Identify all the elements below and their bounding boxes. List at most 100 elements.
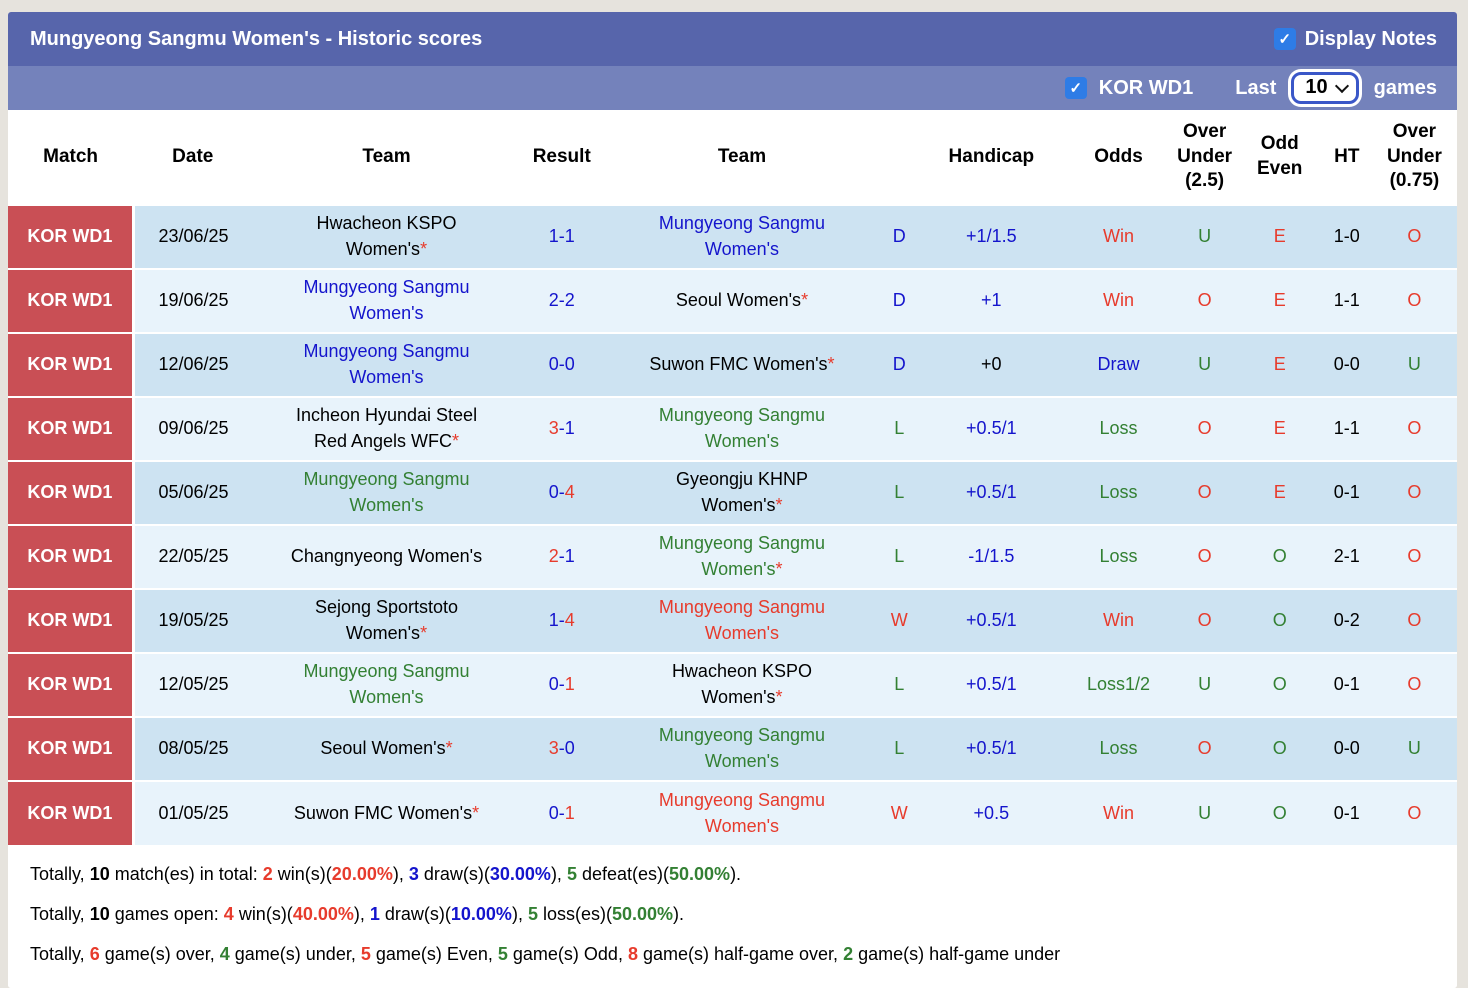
result-letter-cell: W	[881, 588, 918, 653]
summary-segment: 50.00%	[669, 864, 731, 884]
result-cell: 2-2	[520, 268, 603, 333]
home-team-name[interactable]: Mungyeong Sangmu Women's	[303, 341, 470, 387]
away-team-name[interactable]: Mungyeong Sangmu Women's*	[658, 533, 826, 579]
match-cell: KOR WD1	[8, 652, 135, 717]
home-team-star: *	[801, 290, 809, 311]
handicap-cell: +0.5/1	[917, 588, 1066, 653]
ht-cell: 0-1	[1321, 780, 1372, 845]
ht-cell: 1-1	[1321, 268, 1372, 333]
table-body: KOR WD1 23/06/25 Hwacheon KSPO Women's* 1-1…	[8, 204, 1457, 845]
odd-even-cell: O	[1237, 588, 1322, 653]
home-team-star: *	[445, 738, 453, 759]
display-notes-toggle[interactable]: ✓ Display Notes	[1273, 28, 1457, 51]
over-under-075-cell: O	[1371, 524, 1457, 589]
summary-line-1: Totally, 10 match(es) in total: 2 win(s)…	[30, 854, 1447, 894]
odd-even-cell: E	[1237, 460, 1322, 525]
table-row: KOR WD1 12/06/25 Mungyeong Sangmu Women's 0…	[8, 332, 1457, 397]
away-team-cell: Seoul Women's*	[602, 268, 882, 333]
result-letter-cell: L	[881, 396, 918, 461]
league-filter-checkbox[interactable]: ✓	[1064, 77, 1087, 99]
summary-segment: defeat(es)(	[576, 864, 669, 884]
away-team-name[interactable]: Mungyeong Sangmu Women's	[658, 405, 826, 451]
summary-segment: 3	[408, 864, 419, 884]
date-cell: 08/05/25	[133, 716, 253, 781]
home-team-cell: Seoul Women's*	[252, 716, 521, 781]
summary-segment: game(s) half-game under	[853, 944, 1061, 964]
summary-segment: game(s) Odd,	[507, 944, 628, 964]
home-team-cell: Hwacheon KSPO Women's*	[252, 204, 521, 269]
date-cell: 12/05/25	[133, 652, 253, 717]
away-team-name[interactable]: Mungyeong Sangmu Women's	[658, 597, 826, 643]
over-under-075-cell: U	[1371, 716, 1457, 781]
summary-segment: 50.00%	[611, 904, 674, 924]
away-team-cell: Mungyeong Sangmu Women's*	[602, 524, 882, 589]
over-under-25-cell: O	[1171, 716, 1238, 781]
display-notes-checkbox[interactable]: ✓	[1273, 28, 1296, 50]
handicap-cell: +0.5/1	[917, 460, 1066, 525]
home-team-name[interactable]: Suwon FMC Women's*	[293, 802, 480, 823]
ht-cell: 0-1	[1321, 652, 1372, 717]
chevron-down-icon	[1334, 78, 1349, 93]
away-team-name[interactable]: Mungyeong Sangmu Women's	[658, 725, 826, 771]
ht-cell: 0-1	[1321, 460, 1372, 525]
over-under-25-cell: O	[1171, 588, 1238, 653]
ht-cell: 0-0	[1321, 716, 1372, 781]
home-team-name[interactable]: Changnyeong Women's	[290, 546, 483, 567]
home-team-name[interactable]: Mungyeong Sangmu Women's	[303, 277, 470, 323]
ht-cell: 0-0	[1321, 332, 1372, 397]
over-under-25-cell: U	[1171, 332, 1238, 397]
away-team-name[interactable]: Suwon FMC Women's*	[649, 354, 835, 375]
match-cell: KOR WD1	[8, 780, 135, 845]
away-team-name[interactable]: Seoul Women's*	[675, 290, 809, 311]
summary-segment: game(s) Even,	[370, 944, 498, 964]
table-row: KOR WD1 09/06/25 Incheon Hyundai Steel Red…	[8, 396, 1457, 461]
home-team-cell: Changnyeong Women's	[252, 524, 521, 589]
table-row: KOR WD1 22/05/25 Changnyeong Women's 2-1 Mun…	[8, 524, 1457, 589]
home-score: 0	[548, 802, 559, 823]
home-team-name[interactable]: Sejong Sportstoto Women's*	[314, 597, 459, 643]
col-header-odds: Odds	[1065, 110, 1172, 205]
odd-even-cell: O	[1237, 780, 1322, 845]
away-team-name[interactable]: Gyeongju KHNP Women's*	[675, 469, 809, 515]
table-row: KOR WD1 01/05/25 Suwon FMC Women's* 0-1 Mung…	[8, 780, 1457, 845]
home-team-name[interactable]: Hwacheon KSPO Women's*	[316, 213, 457, 259]
match-cell: KOR WD1	[8, 524, 135, 589]
summary-line-3: Totally, 6 game(s) over, 4 game(s) under…	[30, 934, 1447, 974]
home-team-name[interactable]: Mungyeong Sangmu Women's	[303, 661, 470, 707]
summary-segment: Totally,	[30, 904, 90, 924]
away-team-name[interactable]: Mungyeong Sangmu Women's	[658, 213, 826, 259]
away-team-name[interactable]: Hwacheon KSPO Women's*	[671, 661, 813, 707]
result-cell: 0-1	[520, 652, 603, 717]
table-row: KOR WD1 08/05/25 Seoul Women's* 3-0 Mungyeon…	[8, 716, 1457, 781]
away-team-name[interactable]: Mungyeong Sangmu Women's	[658, 789, 826, 836]
over-under-25-cell: U	[1171, 652, 1238, 717]
score-dash: -	[558, 610, 565, 631]
odd-even-cell: E	[1237, 396, 1322, 461]
over-under-25-cell: O	[1171, 460, 1238, 525]
last-games-select[interactable]: 10	[1291, 72, 1359, 104]
date-cell: 22/05/25	[133, 524, 253, 589]
home-score: 3	[548, 738, 559, 759]
last-games-selected-value: 10	[1305, 76, 1328, 98]
away-score: 4	[564, 482, 575, 503]
result-letter-cell: L	[881, 652, 918, 717]
over-under-25-cell: U	[1171, 780, 1238, 845]
summary-segment: draw(s)(	[418, 864, 490, 884]
summary-segment: 20.00%	[331, 864, 393, 884]
odd-even-cell: O	[1237, 652, 1322, 717]
date-cell: 19/05/25	[133, 588, 253, 653]
home-team-name[interactable]: Seoul Women's*	[320, 738, 453, 759]
col-header-date: Date	[133, 110, 253, 205]
handicap-cell: -1/1.5	[917, 524, 1066, 589]
away-team-cell: Mungyeong Sangmu Women's	[602, 396, 882, 461]
date-cell: 09/06/25	[133, 396, 253, 461]
home-score: 1	[548, 610, 559, 631]
odd-even-cell: E	[1237, 332, 1322, 397]
summary-segment: 2	[262, 864, 273, 884]
summary-segment: 30.00%	[489, 864, 551, 884]
summary-segment: ),	[353, 904, 370, 924]
home-team-name[interactable]: Mungyeong Sangmu Women's	[303, 469, 470, 515]
summary-segment: 6	[89, 944, 100, 964]
home-team-name[interactable]: Incheon Hyundai Steel Red Angels WFC*	[295, 405, 478, 451]
col-header-handicap: Handicap	[917, 110, 1066, 205]
